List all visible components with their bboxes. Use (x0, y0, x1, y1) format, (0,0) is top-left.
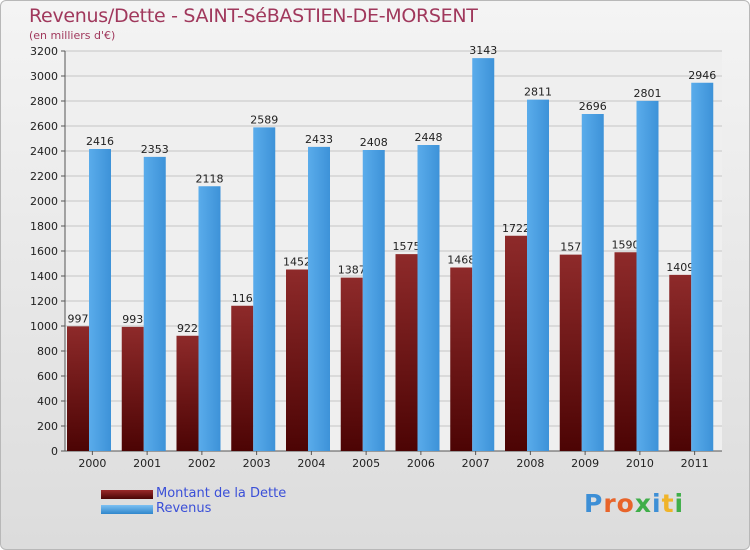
bar-dette (669, 274, 692, 451)
bar-revenus (253, 127, 276, 451)
x-tick-label: 2010 (626, 457, 654, 470)
legend-label-dette: Montant de la Dette (156, 486, 287, 501)
logo-letter: t (661, 489, 675, 518)
bar-revenus (362, 150, 385, 451)
bar-dette (340, 277, 363, 451)
bar-revenus (691, 82, 714, 451)
bar-revenus (527, 99, 549, 451)
y-tick-label: 2400 (30, 145, 58, 158)
chart-title: Revenus/Dette - SAINT-SéBASTIEN-DE-MORSE… (29, 5, 478, 27)
bar-revenus (472, 58, 495, 451)
data-label-dette: 1409 (666, 261, 694, 274)
bar-revenus (198, 186, 221, 451)
y-tick-label: 400 (37, 395, 58, 408)
x-tick-label: 2004 (297, 457, 325, 470)
bar-dette (559, 254, 582, 451)
x-tick-label: 2003 (243, 457, 271, 470)
logo-letter: i (674, 489, 685, 518)
logo-letter: r (603, 489, 617, 518)
data-label-revenus: 2448 (415, 131, 443, 144)
chart-subtitle: (en milliers d'€) (29, 29, 116, 42)
x-tick-label: 2002 (188, 457, 216, 470)
bar-dette (121, 326, 144, 451)
bar-dette (176, 335, 199, 451)
y-tick-label: 2200 (30, 170, 58, 183)
y-tick-label: 3000 (30, 70, 58, 83)
data-label-revenus: 2946 (688, 69, 716, 82)
bar-dette (231, 305, 254, 451)
proxiti-logo: Proxiti (584, 489, 684, 518)
data-label-dette: 1468 (447, 254, 475, 267)
data-label-revenus: 2433 (305, 133, 333, 146)
bar-dette (67, 326, 89, 451)
data-label-revenus: 2416 (86, 135, 114, 148)
y-tick-label: 200 (37, 420, 58, 433)
data-label-dette: 1387 (338, 264, 366, 277)
bar-dette (286, 269, 308, 451)
y-tick-label: 1000 (30, 320, 58, 333)
y-tick-label: 3200 (30, 45, 58, 58)
y-tick-label: 2600 (30, 120, 58, 133)
x-tick-label: 2006 (407, 457, 435, 470)
data-label-revenus: 2811 (524, 86, 552, 99)
x-tick-label: 2005 (352, 457, 380, 470)
bar-revenus (417, 145, 440, 451)
y-tick-label: 0 (51, 445, 58, 458)
legend-swatch-dette (101, 490, 153, 499)
logo-letter: P (584, 489, 604, 518)
data-label-dette: 993 (122, 313, 143, 326)
x-tick-label: 2001 (133, 457, 161, 470)
data-label-dette: 1452 (283, 256, 311, 269)
y-tick-label: 600 (37, 370, 58, 383)
data-label-revenus: 3143 (469, 44, 497, 57)
bar-revenus (89, 149, 111, 451)
bar-dette (614, 252, 637, 451)
y-tick-label: 1600 (30, 245, 58, 258)
x-tick-label: 2009 (571, 457, 599, 470)
x-tick-label: 2011 (681, 457, 709, 470)
data-label-revenus: 2118 (196, 172, 224, 185)
legend-swatch-revenus (101, 505, 153, 514)
data-label-dette: 157 (560, 241, 581, 254)
bar-dette (450, 267, 473, 451)
data-label-dette: 997 (68, 312, 89, 325)
bar-dette (505, 235, 527, 451)
logo-letter: o (616, 489, 635, 518)
x-tick-label: 2000 (78, 457, 106, 470)
data-label-dette: 1722 (502, 222, 530, 235)
data-label-dette: 922 (177, 322, 198, 335)
data-label-dette: 116 (232, 292, 253, 305)
data-label-revenus: 2408 (360, 136, 388, 149)
y-tick-label: 2000 (30, 195, 58, 208)
data-label-revenus: 2353 (141, 143, 169, 156)
data-label-revenus: 2801 (634, 87, 662, 100)
bar-revenus (308, 146, 330, 451)
y-tick-label: 1800 (30, 220, 58, 233)
x-tick-label: 2008 (516, 457, 544, 470)
logo-letter: x (634, 489, 652, 518)
x-tick-label: 2007 (462, 457, 490, 470)
y-tick-label: 2800 (30, 95, 58, 108)
data-label-dette: 1575 (393, 240, 421, 253)
bar-revenus (581, 114, 604, 451)
legend-label-revenus: Revenus (156, 501, 212, 516)
data-label-dette: 1590 (612, 238, 640, 251)
bar-revenus (143, 156, 166, 451)
data-label-revenus: 2589 (250, 113, 278, 126)
y-tick-label: 1200 (30, 295, 58, 308)
y-tick-label: 1400 (30, 270, 58, 283)
logo-letter: i (652, 489, 662, 518)
y-tick-label: 800 (37, 345, 58, 358)
data-label-revenus: 2696 (579, 100, 607, 113)
bar-revenus (636, 100, 659, 451)
bar-dette (395, 254, 418, 451)
